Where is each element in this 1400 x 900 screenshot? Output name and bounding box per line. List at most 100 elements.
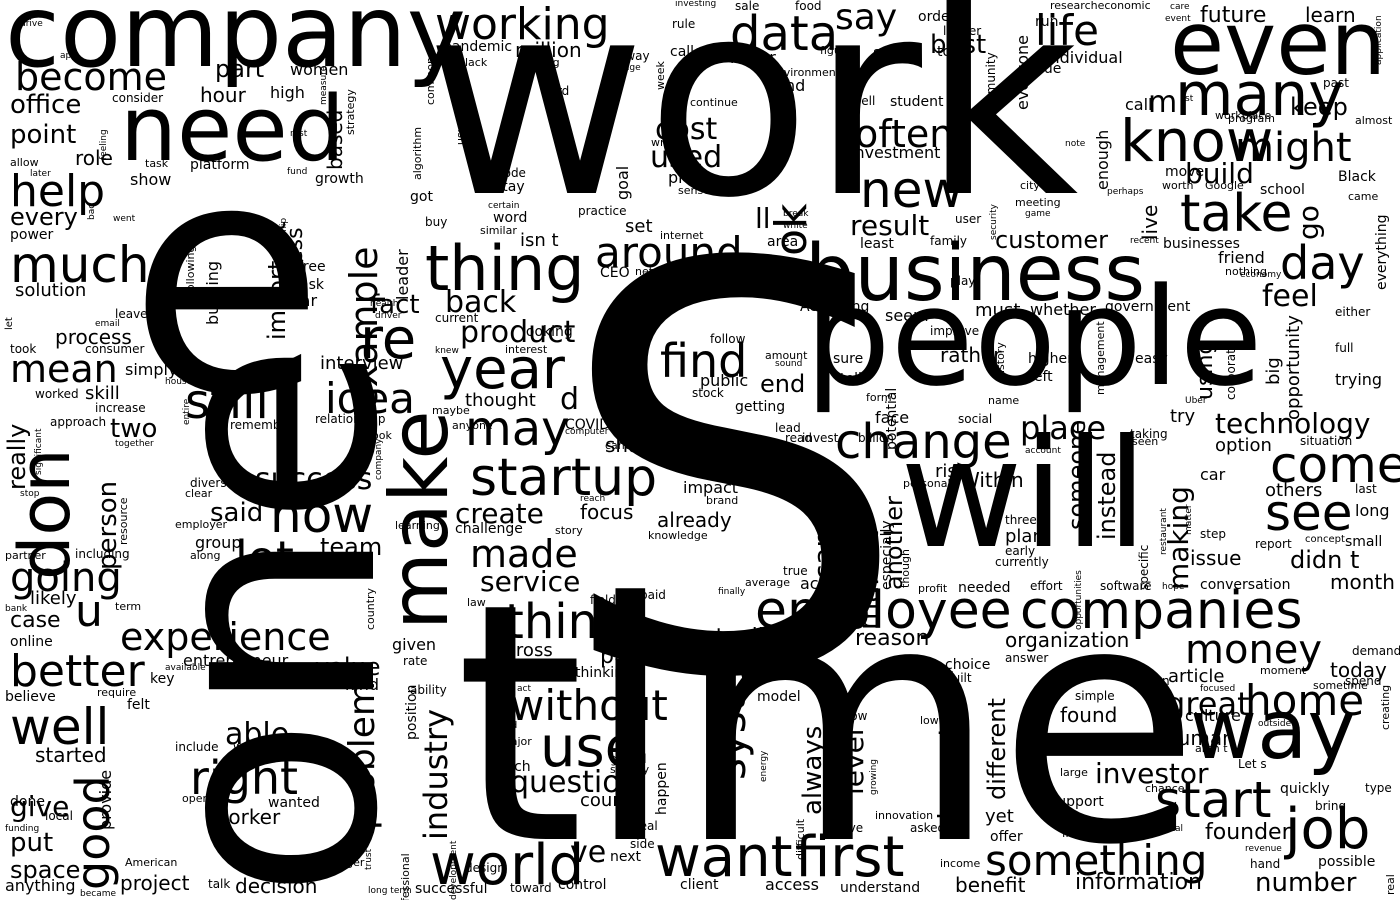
word: event <box>1165 14 1191 24</box>
word: understanding <box>888 669 954 679</box>
word: course <box>580 790 641 811</box>
word: given <box>392 635 437 654</box>
word: reach <box>580 494 606 504</box>
word: might <box>1235 125 1352 171</box>
word: online <box>10 634 53 650</box>
word: anything <box>5 876 76 895</box>
word: think <box>505 594 626 650</box>
word: already <box>657 508 732 532</box>
word: m <box>1148 85 1178 120</box>
word: continue <box>690 96 738 109</box>
word: based <box>323 109 347 170</box>
word: working <box>435 0 610 50</box>
word: result <box>850 209 930 242</box>
word: ll <box>755 202 771 235</box>
word: follow <box>710 332 746 346</box>
word: back <box>445 285 517 320</box>
word: organization <box>1005 628 1130 652</box>
word: entrepreneur <box>183 651 289 670</box>
word: part <box>215 55 265 83</box>
word: whether <box>1030 300 1096 319</box>
word: play <box>950 274 976 288</box>
word: question <box>510 765 640 800</box>
word: creating <box>1379 684 1392 730</box>
word: car <box>1200 465 1226 484</box>
word: different <box>983 698 1011 800</box>
word: invest <box>802 431 839 445</box>
word: feel <box>1262 279 1318 314</box>
word: following <box>184 245 197 295</box>
word: day <box>1280 236 1365 290</box>
word: word <box>493 210 528 226</box>
word: management <box>1094 321 1107 395</box>
word: Black <box>1338 169 1376 185</box>
word: service <box>480 565 581 598</box>
word: model <box>757 689 801 705</box>
word: won t <box>752 267 786 281</box>
word: real <box>1384 874 1397 895</box>
word: outside <box>1258 719 1292 729</box>
word: AI <box>767 648 793 678</box>
word: relationship <box>315 412 386 426</box>
word: stock <box>692 386 724 400</box>
word: taking <box>1130 427 1168 441</box>
word: love <box>838 821 864 835</box>
word: perhaps <box>1107 187 1144 197</box>
word: public <box>700 371 749 390</box>
word: long term <box>368 886 412 896</box>
word: education <box>665 647 725 661</box>
word: others <box>1265 480 1323 501</box>
word: article <box>1168 666 1225 687</box>
word: rate <box>403 654 428 668</box>
word: change <box>835 414 1012 470</box>
word: manager <box>315 856 365 869</box>
word: access <box>765 875 819 894</box>
word: week <box>654 61 667 90</box>
word: matter <box>1184 504 1194 535</box>
word: fact <box>370 290 420 320</box>
word: try <box>1170 406 1196 427</box>
word: entire <box>182 398 192 425</box>
word: local <box>45 809 73 823</box>
word: difference <box>233 564 289 577</box>
word: workplace <box>1215 109 1272 122</box>
word: city <box>1020 179 1040 192</box>
word: specific <box>1137 544 1151 590</box>
word: point <box>10 120 77 150</box>
word: internet <box>660 229 704 242</box>
word: everyone <box>1013 35 1032 110</box>
word: issue <box>1190 546 1242 570</box>
word: two <box>110 414 158 444</box>
word: sound <box>775 359 803 369</box>
word: digital <box>1155 824 1183 834</box>
word: successful <box>415 881 488 897</box>
word: never <box>730 48 776 67</box>
word: recent <box>1130 236 1159 246</box>
word: client <box>680 877 719 893</box>
word: really <box>3 423 31 490</box>
word: lead <box>775 421 801 435</box>
word: resource <box>117 497 130 545</box>
word: individual <box>1045 48 1123 67</box>
word: state <box>873 43 914 62</box>
word: lot <box>235 531 294 585</box>
word: ability <box>410 683 447 697</box>
word: Within <box>960 468 1024 492</box>
word: spend <box>1345 674 1382 688</box>
word: full <box>1335 341 1354 355</box>
word: toward <box>510 881 552 895</box>
word: increase <box>95 401 146 415</box>
word: country <box>364 587 377 630</box>
word: rather <box>940 343 1002 367</box>
word: candidate <box>605 439 660 452</box>
word: industry <box>417 708 455 840</box>
word: worker <box>212 805 281 829</box>
word: remember <box>230 418 293 432</box>
word: money <box>1185 627 1323 673</box>
word: e <box>128 94 325 466</box>
word: note <box>1065 139 1086 149</box>
word: software <box>1100 579 1152 593</box>
word: clear <box>185 487 213 500</box>
word: food <box>795 0 822 13</box>
word: order <box>918 9 956 25</box>
